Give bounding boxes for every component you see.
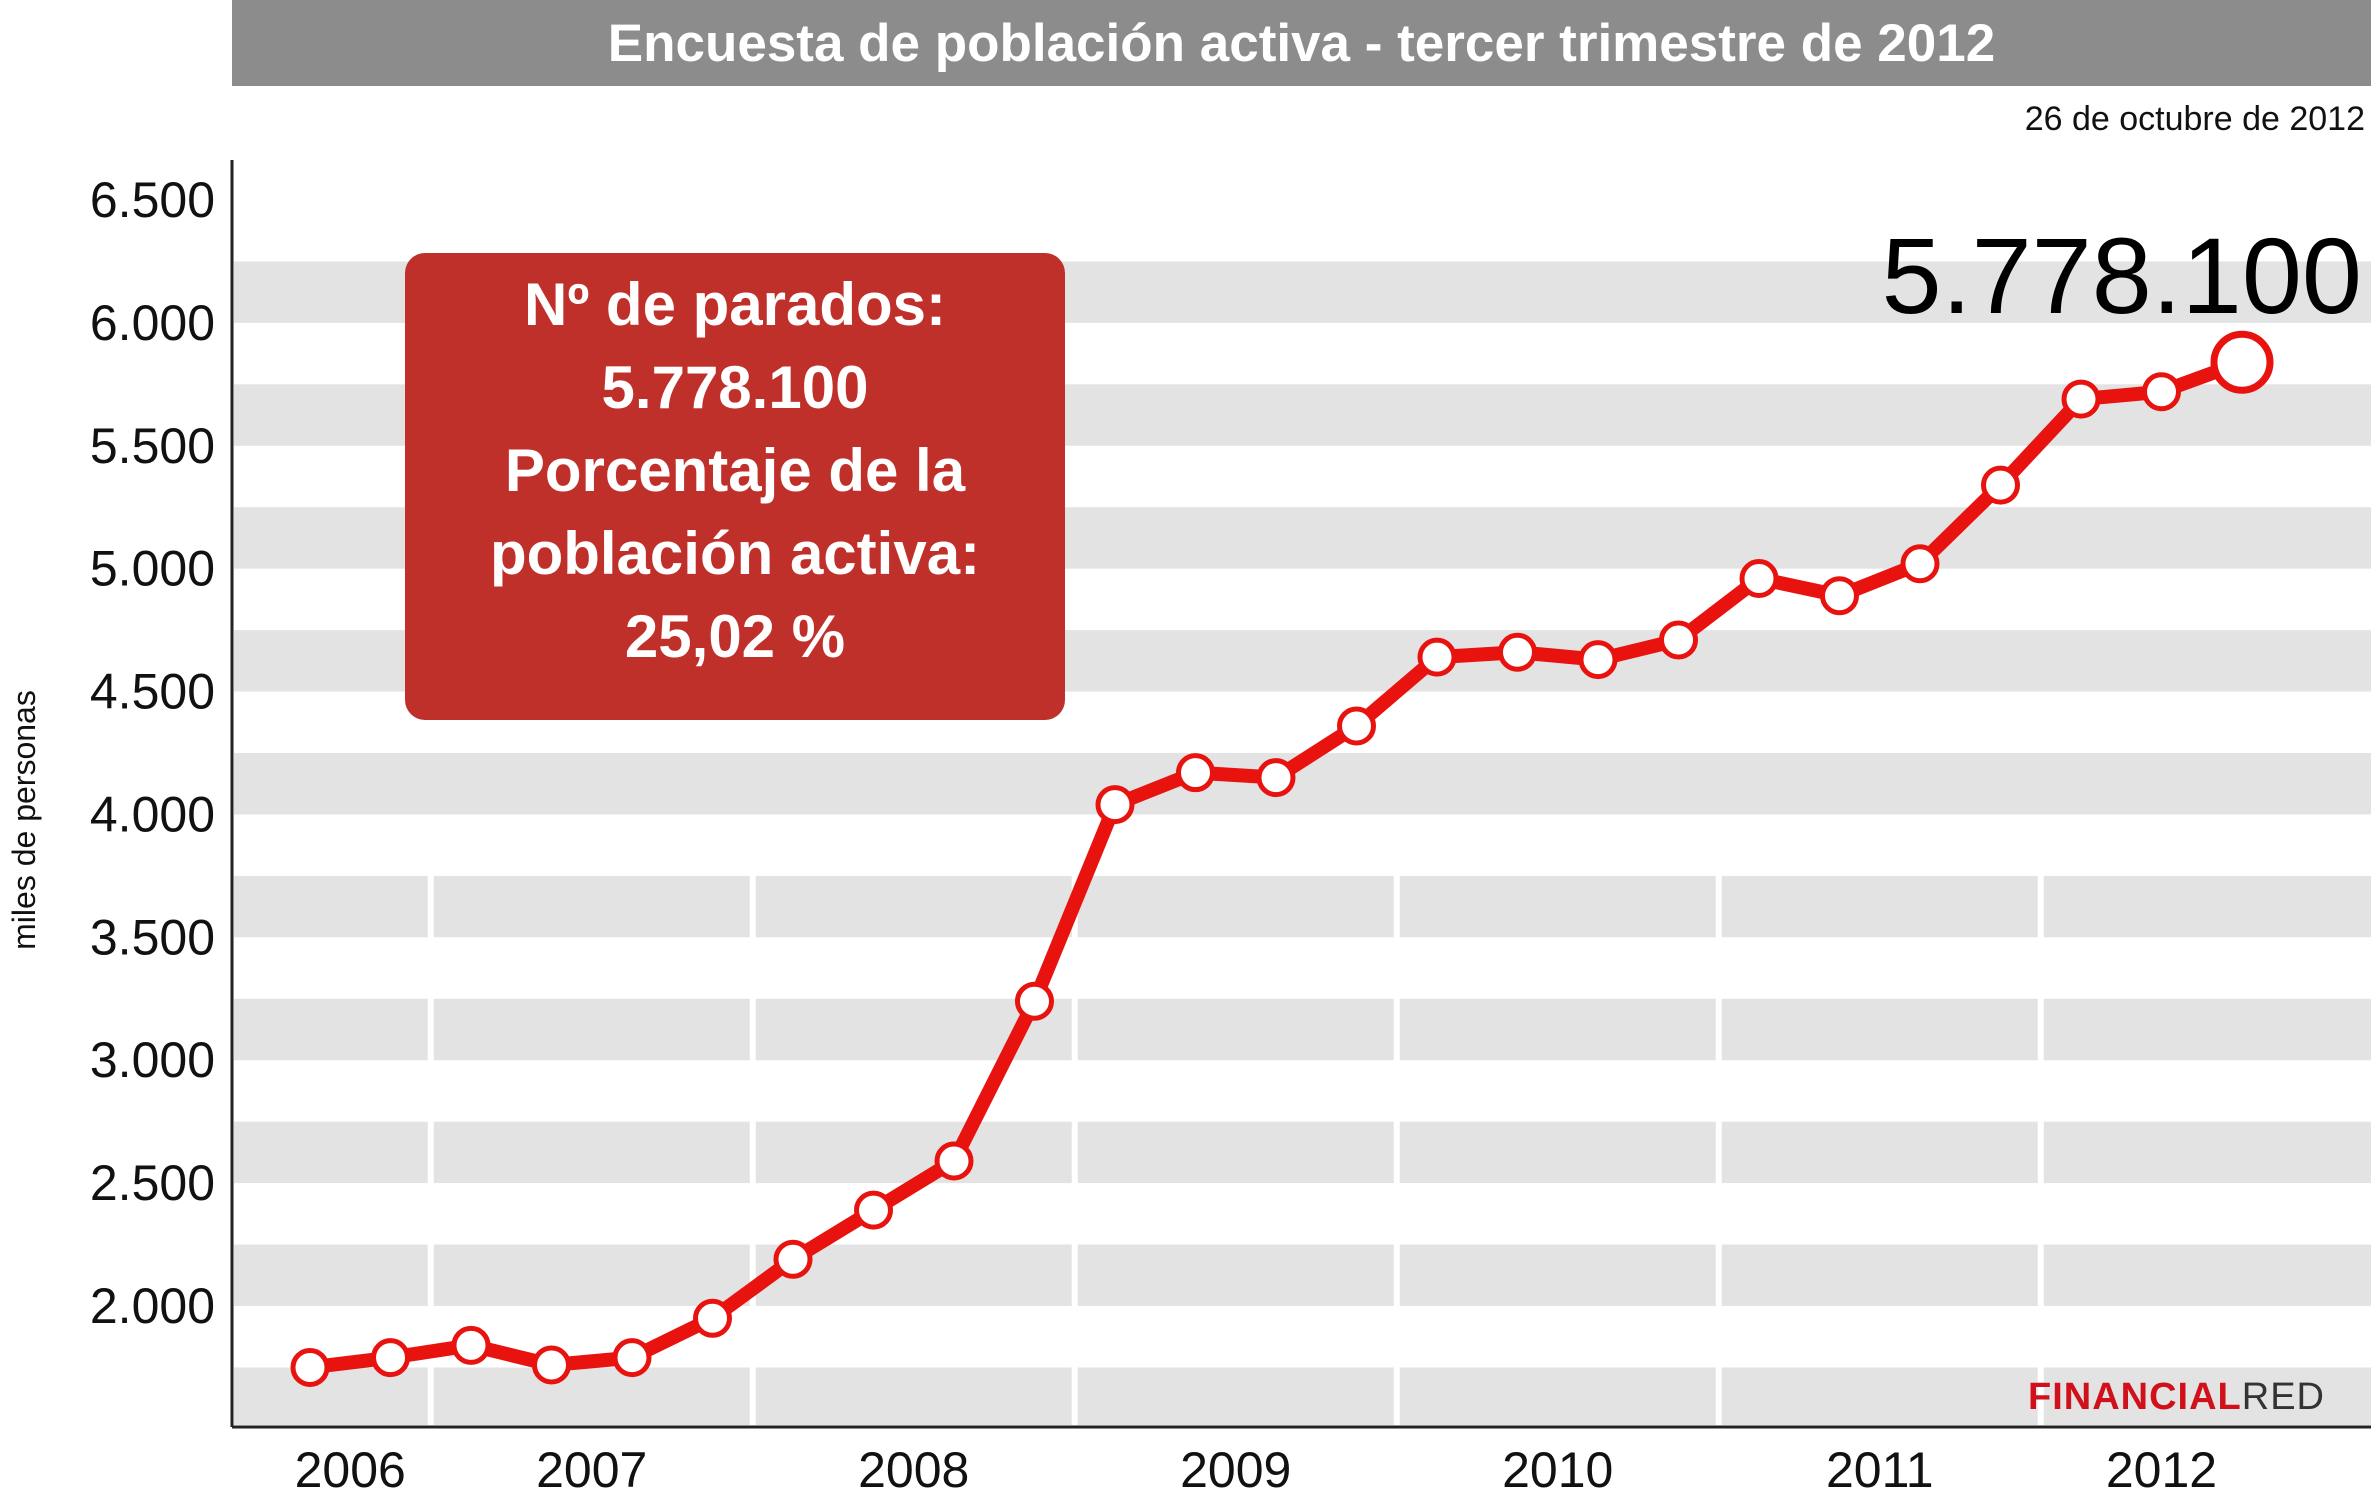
data-point (1015, 981, 1054, 1021)
chart-title: Encuesta de población activa - tercer tr… (232, 0, 2371, 86)
x-tick-label: 2009 (1180, 1442, 1291, 1498)
financialred-logo: FINANCIALRED (2028, 1376, 2325, 1419)
data-point (1578, 640, 1618, 680)
y-tick-label: 2.000 (90, 1278, 215, 1334)
last-value-label: 5.778.100 (1882, 215, 2362, 336)
data-point (1981, 465, 2020, 505)
data-point (934, 1141, 974, 1181)
data-point (1739, 558, 1779, 598)
x-tick-label: 2006 (295, 1442, 406, 1498)
data-point (1820, 576, 1859, 616)
info-line-3: Porcentaje de la (504, 437, 966, 504)
data-point (1659, 620, 1698, 660)
data-point (773, 1239, 813, 1279)
data-point (1095, 785, 1135, 825)
data-point (1256, 758, 1296, 798)
data-point (371, 1338, 410, 1378)
y-tick-label: 2.500 (90, 1155, 215, 1211)
data-point (532, 1345, 571, 1385)
y-tick-label: 5.500 (90, 418, 215, 474)
data-point (2142, 372, 2181, 412)
y-tick-label: 4.500 (90, 664, 215, 720)
background-band (234, 1244, 2371, 1306)
y-tick-label: 5.000 (90, 541, 215, 597)
data-point (1337, 706, 1376, 746)
data-point (290, 1347, 330, 1387)
publication-date: 26 de octubre de 2012 (2024, 100, 2365, 138)
info-line-4: población activa: (489, 520, 981, 587)
data-point (1176, 753, 1215, 793)
background-band (234, 875, 2371, 938)
background-band (234, 1367, 2371, 1425)
y-tick-labels: 2.000 2.500 3.000 3.500 4.000 4.500 5.000 5.500… (90, 172, 215, 1334)
data-point (1900, 544, 1940, 584)
y-tick-label: 3.000 (90, 1032, 215, 1088)
y-tick-label: 6.000 (90, 295, 215, 351)
y-tick-label: 4.000 (90, 786, 215, 842)
data-point (2210, 330, 2274, 394)
y-tick-label: 6.500 (90, 172, 215, 228)
x-tick-label: 2008 (858, 1442, 969, 1498)
y-tick-label: 3.500 (90, 909, 215, 965)
data-points (290, 330, 2274, 1387)
x-tick-label: 2010 (1502, 1442, 1613, 1498)
background-band (234, 1121, 2371, 1184)
logo-red: RED (2241, 1376, 2325, 1418)
info-line-1: Nº de parados: (524, 271, 946, 338)
background-bands (234, 261, 2371, 1425)
data-point (2061, 379, 2101, 419)
x-tick-label: 2007 (536, 1442, 647, 1498)
x-tick-labels: 2006 2007 2008 2009 2010 2011 2012 (295, 1442, 2217, 1498)
data-point (451, 1325, 491, 1365)
data-point (693, 1298, 732, 1338)
data-point (612, 1338, 652, 1378)
data-point (1417, 637, 1457, 677)
background-band (234, 998, 2371, 1061)
data-point (854, 1190, 893, 1230)
x-tick-label: 2012 (2106, 1442, 2217, 1498)
y-axis-label: miles de personas (6, 690, 42, 950)
info-box: Nº de parados: 5.778.100 Porcentaje de l… (405, 253, 1065, 720)
logo-financial: FINANCIAL (2028, 1376, 2242, 1418)
data-point (1498, 632, 1537, 672)
x-tick-label: 2011 (1826, 1442, 1934, 1498)
info-line-2: 5.778.100 (601, 354, 869, 421)
info-line-5: 25,02 % (624, 603, 846, 670)
